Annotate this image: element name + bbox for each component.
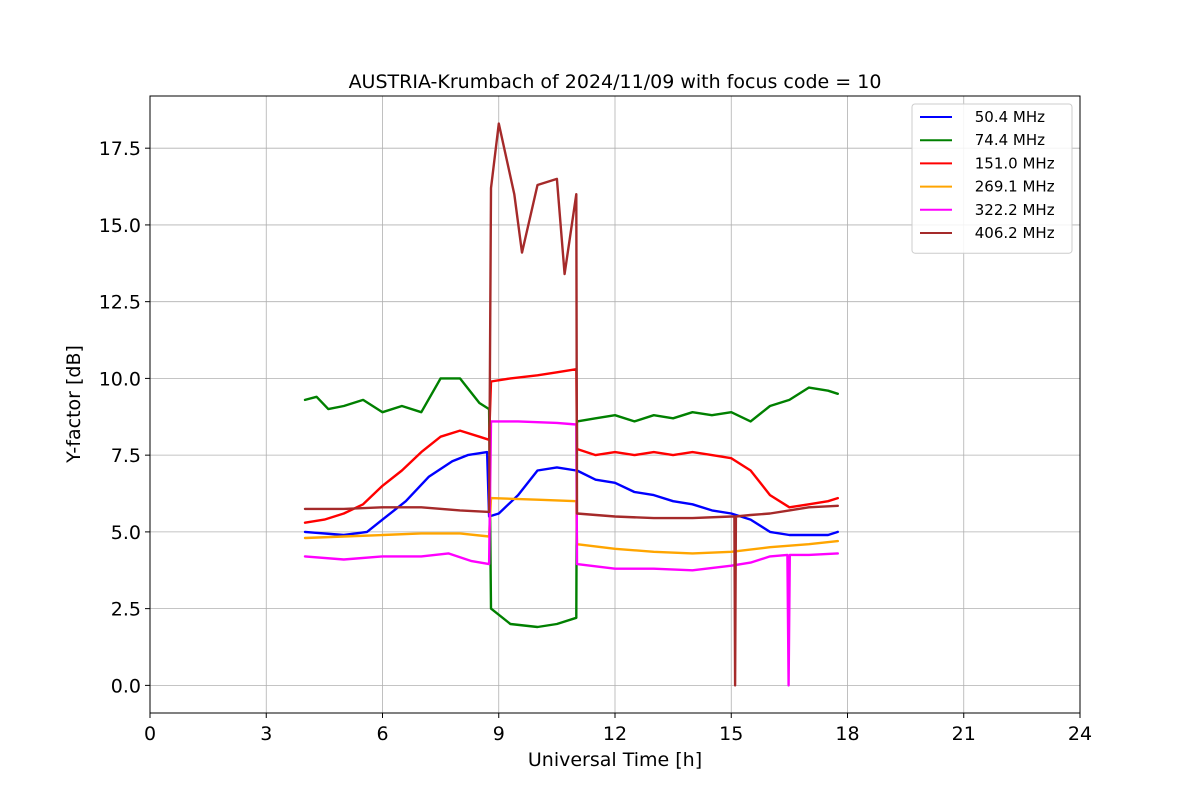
y-tick-label: 5.0 [111, 522, 141, 544]
series-layer [303, 122, 839, 687]
y-tick-label: 10.0 [99, 368, 141, 390]
x-axis-label: Universal Time [h] [528, 749, 702, 771]
x-tick-label: 24 [1068, 723, 1092, 745]
x-tick-label: 6 [376, 723, 388, 745]
x-tick-label: 18 [835, 723, 859, 745]
legend-box [911, 103, 1073, 254]
x-tick-label: 0 [144, 723, 156, 745]
y-tick-label: 0.0 [111, 675, 141, 697]
legend-label: 74.4 MHz [970, 131, 1045, 149]
x-tick-label: 9 [493, 723, 505, 745]
x-tick-label: 21 [952, 723, 976, 745]
x-axis-ticks: 0 3 6 9 12 15 18 21 24 [144, 713, 1092, 745]
series-line-4 [303, 420, 839, 687]
legend: 50.4 MHz 74.4 MHz 151.0 MHz 269.1 MHz 32… [911, 103, 1073, 254]
chart-title: AUSTRIA-Krumbach of 2024/11/09 with focu… [349, 71, 882, 93]
legend-label: 406.2 MHz [970, 224, 1055, 242]
y-tick-label: 2.5 [111, 599, 141, 621]
series-line-1 [303, 377, 839, 629]
series-line-5 [303, 122, 839, 687]
y-axis-ticks: 0.0 2.5 5.0 7.5 10.0 12.5 15.0 17.5 [99, 138, 150, 697]
x-tick-label: 3 [260, 723, 272, 745]
x-tick-label: 12 [603, 723, 627, 745]
y-tick-label: 17.5 [99, 138, 141, 160]
legend-label: 269.1 MHz [970, 178, 1055, 196]
y-tick-label: 7.5 [111, 445, 141, 467]
legend-label: 50.4 MHz [970, 108, 1045, 126]
y-tick-label: 12.5 [99, 292, 141, 314]
y-tick-label: 15.0 [99, 215, 141, 237]
legend-label: 151.0 MHz [970, 154, 1055, 172]
y-axis-label: Y-factor [dB] [63, 345, 85, 464]
legend-label: 322.2 MHz [970, 201, 1055, 219]
x-tick-label: 15 [719, 723, 743, 745]
